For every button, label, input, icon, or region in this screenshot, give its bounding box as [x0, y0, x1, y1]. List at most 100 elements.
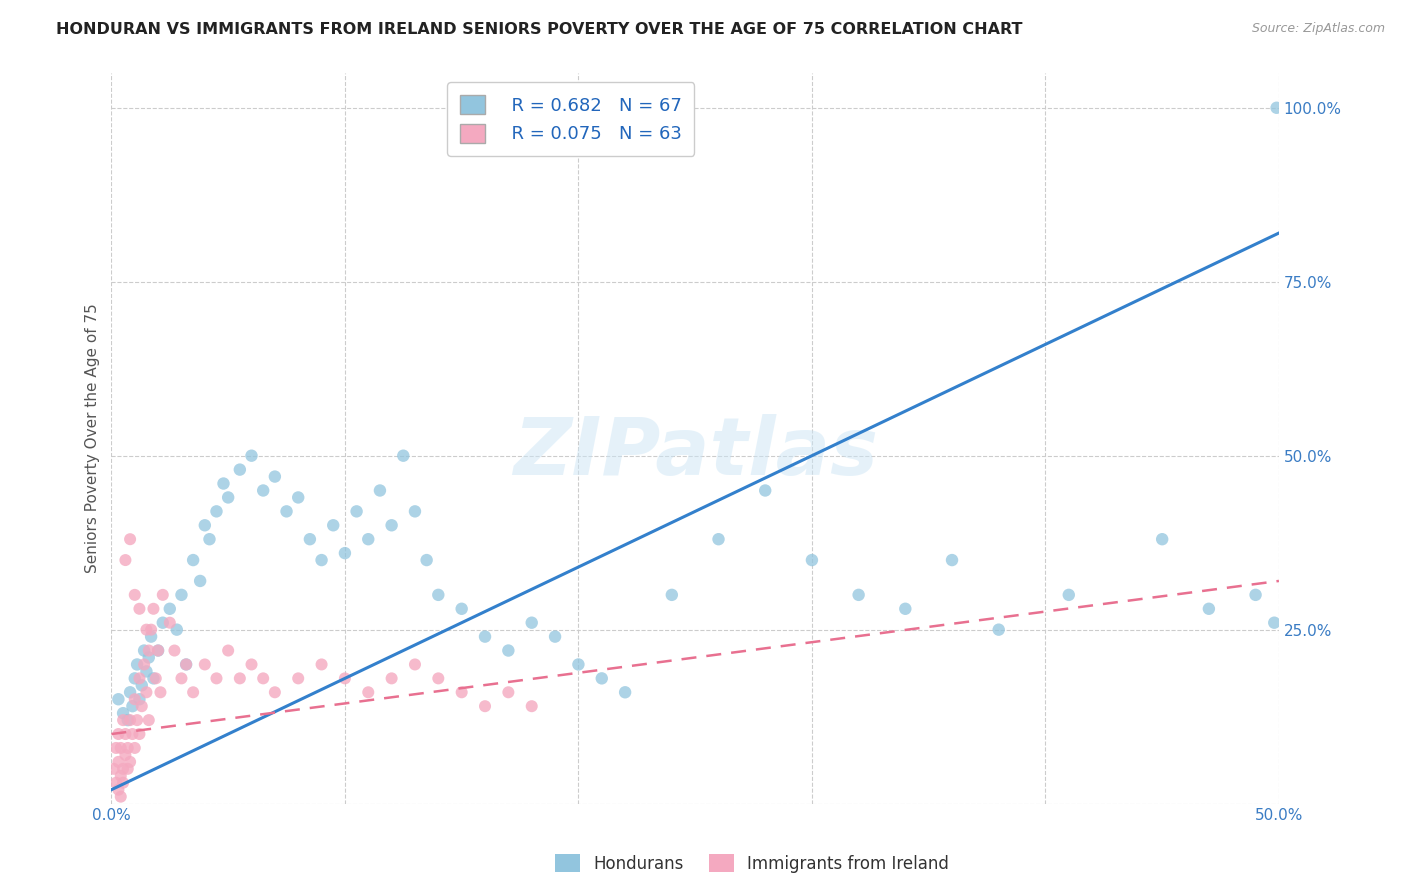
Point: [707, 532, 730, 546]
Point: [754, 483, 776, 498]
Point: [661, 588, 683, 602]
Point: [198, 532, 221, 546]
Point: [142, 672, 165, 686]
Point: [135, 665, 157, 679]
Point: [567, 657, 589, 672]
Point: [163, 643, 186, 657]
Point: [135, 623, 157, 637]
Point: [112, 706, 135, 721]
Point: [107, 692, 129, 706]
Point: [474, 699, 496, 714]
Point: [298, 532, 321, 546]
Point: [120, 755, 142, 769]
Point: [392, 449, 415, 463]
Point: [131, 678, 153, 692]
Point: [124, 692, 146, 706]
Point: [112, 762, 135, 776]
Point: [138, 650, 160, 665]
Point: [194, 657, 217, 672]
Point: [174, 657, 197, 672]
Point: [188, 574, 211, 588]
Point: [128, 727, 150, 741]
Point: [1198, 601, 1220, 615]
Point: [146, 643, 169, 657]
Text: Source: ZipAtlas.com: Source: ZipAtlas.com: [1251, 22, 1385, 36]
Point: [415, 553, 437, 567]
Point: [110, 789, 132, 804]
Point: [107, 727, 129, 741]
Point: [152, 615, 174, 630]
Point: [105, 741, 128, 756]
Point: [146, 643, 169, 657]
Point: [159, 601, 181, 615]
Point: [110, 741, 132, 756]
Point: [357, 685, 380, 699]
Point: [159, 615, 181, 630]
Point: [139, 630, 162, 644]
Point: [117, 741, 139, 756]
Point: [520, 699, 543, 714]
Point: [114, 747, 136, 762]
Point: [110, 769, 132, 783]
Point: [474, 630, 496, 644]
Point: [138, 713, 160, 727]
Point: [127, 657, 149, 672]
Point: [142, 601, 165, 615]
Point: [135, 685, 157, 699]
Point: [112, 776, 135, 790]
Point: [894, 601, 917, 615]
Point: [287, 491, 309, 505]
Point: [404, 657, 426, 672]
Point: [181, 685, 204, 699]
Point: [1263, 615, 1285, 630]
Point: [346, 504, 368, 518]
Point: [205, 672, 228, 686]
Point: [212, 476, 235, 491]
Point: [121, 727, 143, 741]
Point: [520, 615, 543, 630]
Point: [107, 782, 129, 797]
Point: [450, 685, 472, 699]
Point: [124, 741, 146, 756]
Point: [544, 630, 567, 644]
Point: [121, 699, 143, 714]
Y-axis label: Seniors Poverty Over the Age of 75: Seniors Poverty Over the Age of 75: [86, 303, 100, 574]
Point: [181, 553, 204, 567]
Point: [311, 657, 333, 672]
Point: [427, 672, 450, 686]
Point: [498, 685, 520, 699]
Point: [229, 672, 252, 686]
Point: [404, 504, 426, 518]
Point: [427, 588, 450, 602]
Point: [368, 483, 391, 498]
Point: [131, 699, 153, 714]
Point: [120, 532, 142, 546]
Point: [128, 692, 150, 706]
Point: [263, 685, 285, 699]
Point: [166, 623, 188, 637]
Point: [252, 483, 274, 498]
Point: [498, 643, 520, 657]
Point: [450, 601, 472, 615]
Point: [128, 672, 150, 686]
Point: [987, 623, 1010, 637]
Point: [1057, 588, 1080, 602]
Point: [120, 713, 142, 727]
Point: [138, 643, 160, 657]
Point: [591, 672, 613, 686]
Point: [217, 491, 239, 505]
Point: [800, 553, 823, 567]
Point: [1265, 101, 1288, 115]
Point: [114, 553, 136, 567]
Point: [217, 643, 239, 657]
Point: [357, 532, 380, 546]
Point: [132, 643, 155, 657]
Point: [311, 553, 333, 567]
Point: [152, 588, 174, 602]
Point: [170, 588, 193, 602]
Point: [128, 601, 150, 615]
Text: ZIPatlas: ZIPatlas: [513, 414, 877, 491]
Point: [120, 685, 142, 699]
Point: [240, 657, 263, 672]
Point: [139, 623, 162, 637]
